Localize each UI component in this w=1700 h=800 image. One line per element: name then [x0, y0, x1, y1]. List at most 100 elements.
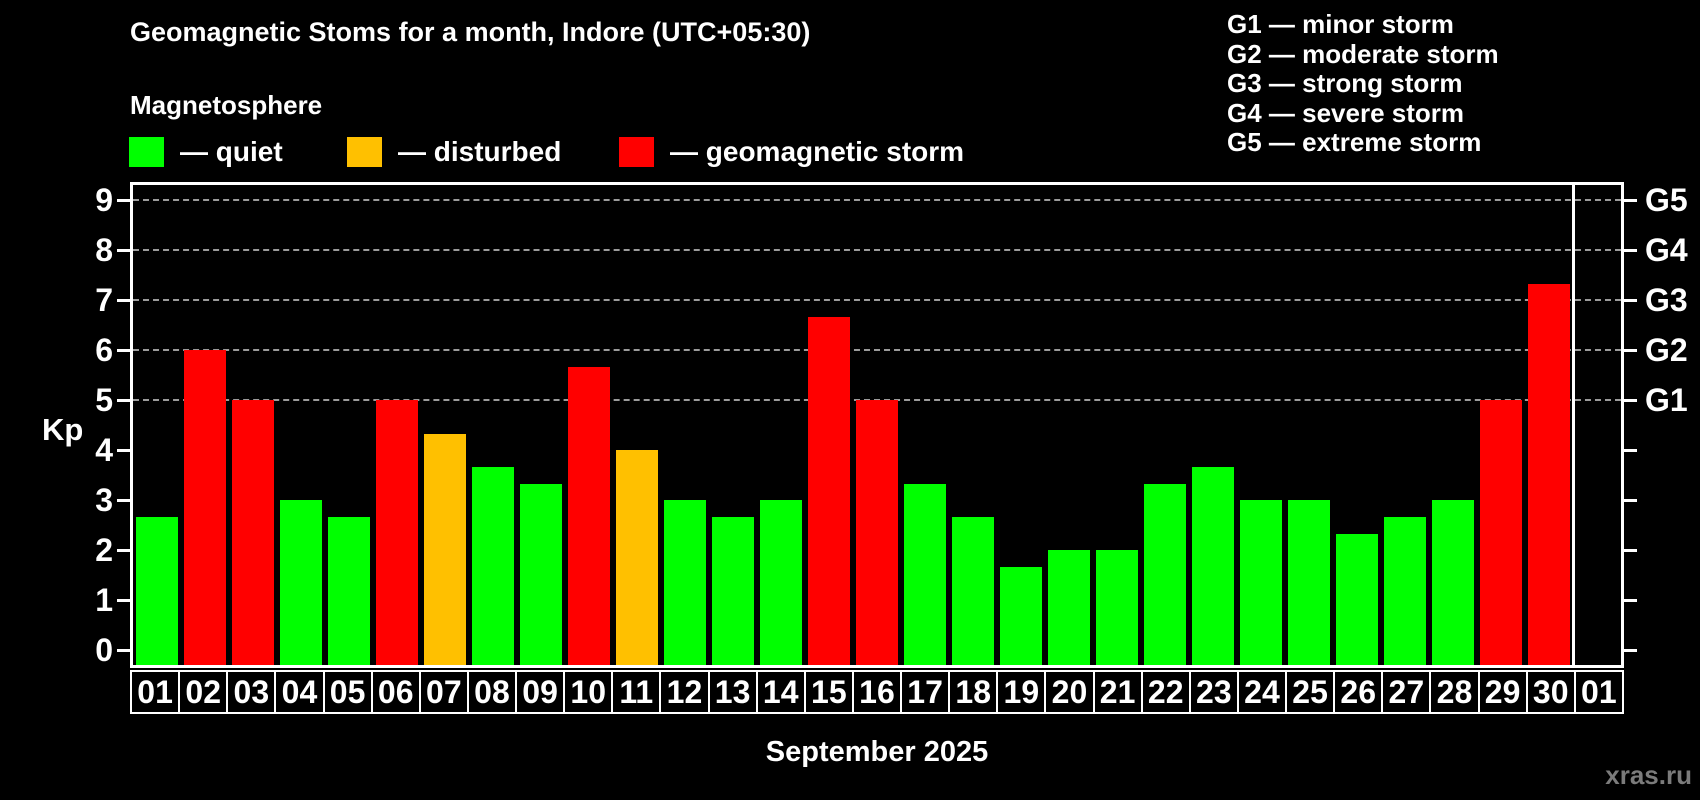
kp-bar-day-09	[519, 483, 563, 665]
right-axis-label-g2: G2	[1645, 332, 1688, 368]
month-boundary-line	[1571, 185, 1575, 665]
g3-legend-line: G3 — strong storm	[1227, 68, 1463, 98]
kp-bar-day-23	[1191, 466, 1235, 665]
g1-legend-line: G1 — minor storm	[1227, 9, 1454, 39]
day-label-15: 15	[803, 670, 854, 714]
day-label-23: 23	[1188, 670, 1239, 714]
kp-bar-day-25	[1287, 500, 1331, 665]
chart-title: Geomagnetic Stoms for a month, Indore (U…	[130, 17, 811, 47]
kp-bar-day-18	[951, 516, 995, 665]
gridline-kp6	[133, 349, 1621, 351]
legend-item-disturbed: — disturbed	[347, 136, 561, 168]
day-label-26: 26	[1333, 670, 1384, 714]
kp-bar-day-20	[1047, 550, 1091, 665]
day-label-12: 12	[659, 670, 710, 714]
left-tick-kp0	[117, 648, 130, 652]
kp-bar-day-10	[567, 366, 611, 665]
g-scale-legend: G1 — minor storm G2 — moderate storm G3 …	[1227, 9, 1499, 158]
kp-bar-day-30	[1527, 283, 1571, 665]
day-label-16: 16	[851, 670, 902, 714]
g5-legend-line: G5 — extreme storm	[1227, 127, 1482, 157]
kp-bar-day-17	[903, 483, 947, 665]
kp-bar-day-16	[855, 400, 899, 665]
kp-bar-day-07	[423, 433, 467, 665]
gridline-kp8	[133, 249, 1621, 251]
day-label-28: 28	[1429, 670, 1480, 714]
day-label-01: 01	[130, 670, 181, 714]
kp-bar-day-11	[615, 450, 659, 665]
day-label-05: 05	[322, 670, 373, 714]
left-tick-kp2	[117, 548, 130, 552]
left-tick-kp5	[117, 398, 130, 402]
right-tick-kp5	[1624, 398, 1637, 402]
right-tick-kp6	[1624, 348, 1637, 352]
left-tick-kp6	[117, 348, 130, 352]
day-label-07: 07	[418, 670, 469, 714]
magnetosphere-subtitle: Magnetosphere	[130, 90, 323, 120]
kp-bar-day-19	[999, 566, 1043, 665]
left-tick-kp9	[117, 198, 130, 202]
right-tick-kp8	[1624, 248, 1637, 252]
legend-item-storm: — geomagnetic storm	[619, 136, 964, 168]
day-label-25: 25	[1285, 670, 1336, 714]
right-axis-label-g4: G4	[1645, 232, 1688, 268]
right-axis-label-g3: G3	[1645, 282, 1688, 318]
kp-bar-day-03	[231, 400, 275, 665]
legend-item-quiet: — quiet	[129, 136, 283, 168]
legend-label-storm: — geomagnetic storm	[670, 136, 965, 167]
day-label-24: 24	[1236, 670, 1287, 714]
right-tick-kp1	[1624, 598, 1637, 602]
legend-label-disturbed: — disturbed	[398, 136, 562, 167]
kp-bar-day-22	[1143, 483, 1187, 665]
right-axis-label-g5: G5	[1645, 182, 1688, 218]
storm-color-swatch	[619, 137, 654, 167]
day-label-08: 08	[466, 670, 517, 714]
disturbed-color-swatch	[347, 137, 382, 167]
left-tick-label-kp9: 9	[95, 182, 113, 218]
left-tick-label-kp2: 2	[95, 532, 113, 568]
right-tick-kp2	[1624, 548, 1637, 552]
kp-bar-day-27	[1383, 516, 1427, 665]
day-label-09: 09	[515, 670, 566, 714]
left-tick-label-kp8: 8	[95, 232, 113, 268]
kp-bar-day-26	[1335, 533, 1379, 665]
day-label-13: 13	[707, 670, 758, 714]
kp-axis-label: Kp	[42, 412, 84, 447]
left-tick-label-kp5: 5	[95, 382, 113, 418]
kp-bar-day-24	[1239, 500, 1283, 665]
day-label-14: 14	[755, 670, 806, 714]
day-label-11: 11	[611, 670, 662, 714]
gridline-kp9	[133, 199, 1621, 201]
left-tick-label-kp3: 3	[95, 482, 113, 518]
g2-legend-line: G2 — moderate storm	[1227, 38, 1499, 69]
kp-bar-day-15	[807, 316, 851, 665]
day-label-10: 10	[563, 670, 614, 714]
day-label-29: 29	[1477, 670, 1528, 714]
left-tick-kp8	[117, 248, 130, 252]
left-tick-label-kp4: 4	[95, 432, 113, 468]
kp-bar-day-08	[471, 466, 515, 665]
kp-bar-day-06	[375, 400, 419, 665]
day-label-19: 19	[996, 670, 1047, 714]
month-axis-label: September 2025	[765, 736, 989, 768]
g4-legend-line: G4 — severe storm	[1227, 97, 1465, 128]
day-label-03: 03	[226, 670, 277, 714]
kp-bar-day-29	[1479, 400, 1523, 665]
gridline-kp7	[133, 299, 1621, 301]
day-label-18: 18	[948, 670, 999, 714]
left-tick-label-kp1: 1	[95, 582, 113, 618]
kp-bar-day-05	[327, 516, 371, 665]
day-label-22: 22	[1140, 670, 1191, 714]
day-label-27: 27	[1381, 670, 1432, 714]
kp-bar-day-12	[663, 500, 707, 665]
xras-watermark-link[interactable]: xras.ru	[1605, 760, 1692, 790]
left-tick-label-kp0: 0	[95, 632, 113, 668]
left-tick-label-kp7: 7	[95, 282, 113, 318]
right-tick-kp4	[1624, 448, 1637, 452]
day-axis-row: 01 02 03 04 05 06 07 08 09 10 11 12 13 14 15 16 17 18 19 20…	[130, 670, 1624, 714]
left-tick-label-kp6: 6	[95, 332, 113, 368]
quiet-color-swatch	[129, 137, 164, 167]
day-label-30: 30	[1525, 670, 1576, 714]
kp-bar-day-13	[711, 516, 755, 665]
